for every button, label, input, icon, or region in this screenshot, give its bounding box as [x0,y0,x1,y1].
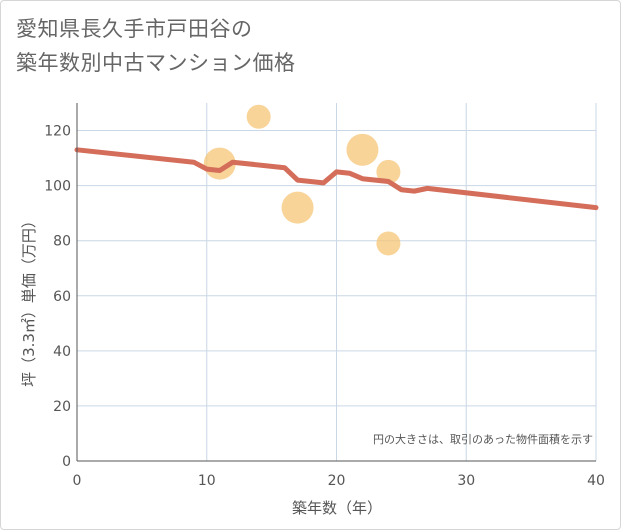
y-tick-label: 40 [53,344,71,360]
tick-labels: 0 10 20 30 40 0 20 40 60 80 100 120 [44,124,605,489]
trend-series [74,147,599,211]
chart-title: 愛知県長久手市戸田谷の 築年数別中古マンション価格 [16,12,606,80]
chart-title-line2: 築年数別中古マンション価格 [16,51,296,75]
grid-lines [77,103,597,461]
bubble-point [376,231,401,256]
x-tick-label: 0 [73,473,82,489]
bubble-point [281,191,314,224]
axes [76,103,596,462]
bubble-point [376,159,401,184]
x-axis-label: 築年数（年） [292,499,382,517]
x-tick-label: 30 [457,473,475,489]
y-tick-label: 20 [53,399,71,415]
y-tick-label: 100 [44,179,71,195]
x-tick-label: 10 [198,473,216,489]
bubble-point [346,133,379,166]
x-tick-label: 40 [587,473,605,489]
y-tick-label: 80 [53,234,71,250]
bubble-point [246,104,271,129]
y-tick-label: 120 [44,124,71,140]
x-tick-label: 20 [328,473,346,489]
y-tick-label: 60 [53,289,71,305]
y-axis-label: 坪（3.3㎡）単価（万円） [20,213,38,387]
trend-line [74,147,599,211]
y-tick-label: 0 [62,454,71,470]
chart-note: 円の大きさは、取引のあった物件面積を示す [373,432,593,446]
chart-title-line1: 愛知県長久手市戸田谷の [16,17,253,41]
